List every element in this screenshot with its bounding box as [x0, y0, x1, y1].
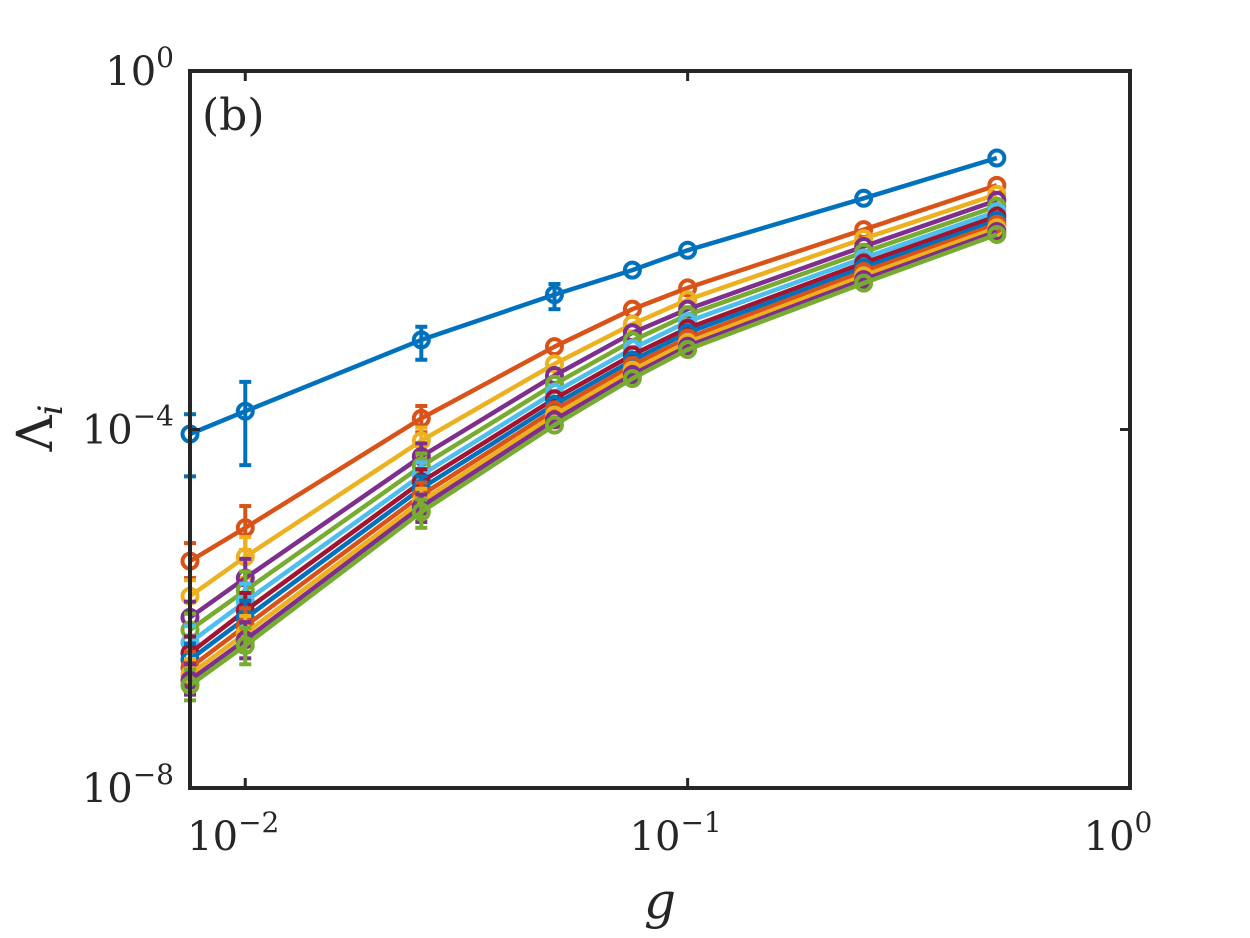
data-point	[854, 188, 874, 208]
series-line	[188, 192, 998, 599]
tick-layer: 10−2 10−1 100 10−8 10−4 100	[82, 41, 1153, 860]
y-axis-label: Λi	[6, 405, 71, 453]
series-line	[188, 225, 998, 677]
data-point	[987, 224, 1007, 244]
y-tick-label: 100	[105, 41, 174, 95]
y-tick-label: 10−8	[82, 758, 174, 812]
series-line	[188, 198, 998, 620]
series-line	[188, 229, 998, 682]
data-point	[622, 260, 642, 280]
data-point	[411, 502, 431, 522]
data-point	[678, 240, 698, 260]
x-tick-label: 10−1	[630, 806, 722, 860]
series-line	[188, 209, 998, 645]
series-layer	[180, 148, 1007, 703]
data-point	[411, 330, 431, 350]
data-point	[544, 337, 564, 357]
series-line	[189, 155, 998, 437]
data-point	[678, 340, 698, 360]
data-point	[544, 354, 564, 374]
svg-text:Λi: Λi	[6, 405, 71, 453]
series-line	[188, 214, 998, 655]
x-tick-label: 100	[1084, 806, 1153, 860]
series-12	[180, 224, 1007, 703]
data-point	[854, 273, 874, 293]
panel-label: (b)	[202, 90, 265, 141]
data-point	[544, 415, 564, 435]
series-line	[188, 232, 998, 688]
data-point	[235, 401, 255, 421]
data-point	[544, 285, 564, 305]
series-line	[188, 183, 998, 564]
data-point	[235, 635, 255, 655]
data-point	[622, 369, 642, 389]
series-line	[188, 218, 998, 662]
series-line	[188, 222, 998, 670]
series-line	[188, 204, 998, 632]
data-point	[678, 278, 698, 298]
y-axis-label-subscript: i	[31, 405, 71, 416]
x-tick-label: 10−2	[187, 806, 279, 860]
data-point	[987, 148, 1007, 168]
y-tick-label: 10−4	[82, 400, 174, 454]
x-axis-label: g	[644, 872, 676, 930]
y-axis-label-main: Λ	[6, 414, 64, 452]
